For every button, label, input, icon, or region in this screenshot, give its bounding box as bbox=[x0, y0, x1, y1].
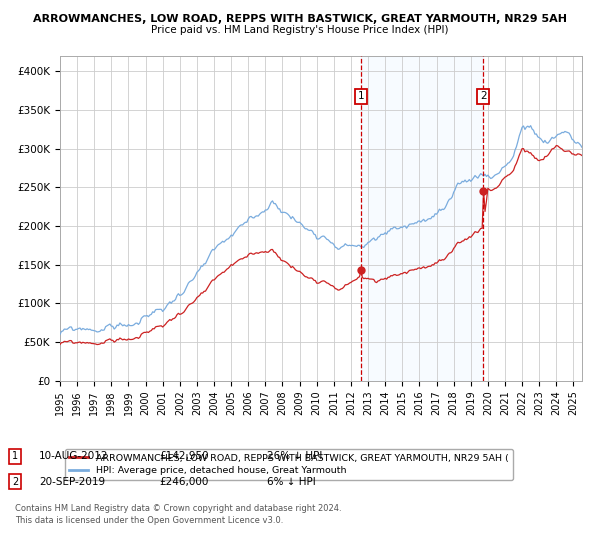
Text: 26% ↓ HPI: 26% ↓ HPI bbox=[267, 451, 322, 461]
Text: 2: 2 bbox=[480, 91, 487, 101]
Text: Price paid vs. HM Land Registry's House Price Index (HPI): Price paid vs. HM Land Registry's House … bbox=[151, 25, 449, 35]
Text: £246,000: £246,000 bbox=[159, 477, 208, 487]
Bar bbox=[361, 56, 483, 381]
Text: This data is licensed under the Open Government Licence v3.0.: This data is licensed under the Open Gov… bbox=[15, 516, 283, 525]
Text: 1: 1 bbox=[358, 91, 365, 101]
Text: ARROWMANCHES, LOW ROAD, REPPS WITH BASTWICK, GREAT YARMOUTH, NR29 5AH: ARROWMANCHES, LOW ROAD, REPPS WITH BASTW… bbox=[33, 14, 567, 24]
Text: 1: 1 bbox=[12, 451, 18, 461]
Text: £142,950: £142,950 bbox=[159, 451, 209, 461]
Text: 6% ↓ HPI: 6% ↓ HPI bbox=[267, 477, 316, 487]
Text: Contains HM Land Registry data © Crown copyright and database right 2024.: Contains HM Land Registry data © Crown c… bbox=[15, 504, 341, 513]
Text: 2: 2 bbox=[12, 477, 18, 487]
Text: 20-SEP-2019: 20-SEP-2019 bbox=[39, 477, 105, 487]
Legend: ARROWMANCHES, LOW ROAD, REPPS WITH BASTWICK, GREAT YARMOUTH, NR29 5AH (, HPI: Av: ARROWMANCHES, LOW ROAD, REPPS WITH BASTW… bbox=[65, 449, 514, 480]
Text: 10-AUG-2012: 10-AUG-2012 bbox=[39, 451, 109, 461]
